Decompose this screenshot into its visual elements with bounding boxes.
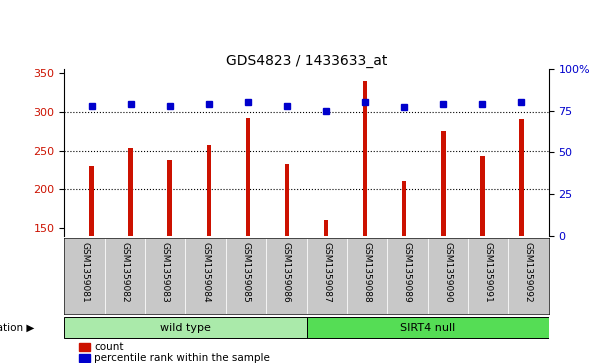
FancyBboxPatch shape: [186, 238, 226, 314]
Text: GSM1359091: GSM1359091: [484, 242, 493, 302]
Text: GSM1359092: GSM1359092: [524, 242, 533, 302]
FancyBboxPatch shape: [64, 317, 306, 338]
Text: GSM1359081: GSM1359081: [80, 242, 89, 302]
Bar: [207, 145, 211, 236]
FancyBboxPatch shape: [508, 238, 549, 314]
FancyBboxPatch shape: [145, 238, 186, 314]
FancyBboxPatch shape: [306, 317, 549, 338]
Bar: [79, 354, 89, 362]
Bar: [441, 131, 446, 236]
FancyBboxPatch shape: [428, 238, 468, 314]
Bar: [128, 148, 133, 236]
Text: GSM1359084: GSM1359084: [201, 242, 210, 302]
FancyBboxPatch shape: [468, 238, 508, 314]
Bar: [89, 166, 94, 236]
Bar: [167, 160, 172, 236]
Text: count: count: [94, 342, 124, 352]
Title: GDS4823 / 1433633_at: GDS4823 / 1433633_at: [226, 54, 387, 68]
Text: GSM1359088: GSM1359088: [362, 242, 371, 302]
FancyBboxPatch shape: [387, 238, 428, 314]
Bar: [324, 220, 329, 236]
Bar: [363, 81, 367, 236]
Bar: [402, 181, 406, 236]
FancyBboxPatch shape: [347, 238, 387, 314]
Bar: [79, 343, 89, 351]
FancyBboxPatch shape: [306, 238, 347, 314]
Text: GSM1359082: GSM1359082: [120, 242, 129, 302]
Bar: [284, 164, 289, 236]
Text: GSM1359085: GSM1359085: [242, 242, 251, 302]
Text: percentile rank within the sample: percentile rank within the sample: [94, 353, 270, 363]
Text: SIRT4 null: SIRT4 null: [400, 323, 455, 333]
Bar: [519, 119, 524, 236]
FancyBboxPatch shape: [226, 238, 266, 314]
Bar: [480, 156, 485, 236]
Text: GSM1359089: GSM1359089: [403, 242, 412, 302]
Text: wild type: wild type: [160, 323, 211, 333]
Text: GSM1359087: GSM1359087: [322, 242, 331, 302]
FancyBboxPatch shape: [64, 238, 105, 314]
FancyBboxPatch shape: [105, 238, 145, 314]
Text: GSM1359086: GSM1359086: [282, 242, 291, 302]
Text: GSM1359090: GSM1359090: [443, 242, 452, 302]
Bar: [246, 118, 250, 236]
Text: GSM1359083: GSM1359083: [161, 242, 170, 302]
FancyBboxPatch shape: [266, 238, 306, 314]
Text: genotype/variation ▶: genotype/variation ▶: [0, 323, 34, 333]
